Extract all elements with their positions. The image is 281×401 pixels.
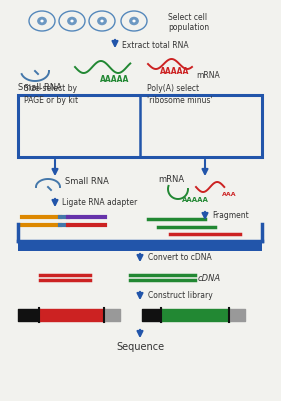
- Text: Small RNA: Small RNA: [18, 83, 62, 92]
- Text: Poly(A) select
'ribosome minus': Poly(A) select 'ribosome minus': [147, 84, 213, 105]
- Text: Sequence: Sequence: [116, 341, 164, 351]
- Text: AAAAA: AAAAA: [182, 196, 209, 203]
- Text: AAAAA: AAAAA: [160, 67, 189, 76]
- Ellipse shape: [97, 18, 107, 26]
- Text: mRNA: mRNA: [158, 174, 184, 184]
- Text: Convert to cDNA: Convert to cDNA: [148, 252, 212, 261]
- Text: Select cell
population: Select cell population: [168, 13, 209, 32]
- Ellipse shape: [132, 20, 136, 23]
- Text: mRNA: mRNA: [196, 71, 220, 80]
- Text: Construct library: Construct library: [148, 290, 213, 299]
- Ellipse shape: [67, 18, 77, 26]
- Ellipse shape: [100, 20, 104, 23]
- Text: Ligate RNA adapter: Ligate RNA adapter: [62, 198, 137, 207]
- Text: Extract total RNA: Extract total RNA: [122, 41, 189, 51]
- Text: Small RNA: Small RNA: [65, 176, 109, 186]
- Text: cDNA: cDNA: [198, 274, 221, 283]
- Bar: [18, 96, 262, 158]
- Text: AAA: AAA: [222, 192, 237, 196]
- Text: Fragment: Fragment: [212, 211, 249, 219]
- Text: Size-select by
PAGE or by kit: Size-select by PAGE or by kit: [24, 84, 78, 105]
- Ellipse shape: [37, 18, 47, 26]
- Ellipse shape: [70, 20, 74, 23]
- Ellipse shape: [129, 18, 139, 26]
- Bar: [18, 241, 262, 251]
- Text: AAAAA: AAAAA: [100, 75, 129, 84]
- Ellipse shape: [40, 20, 44, 23]
